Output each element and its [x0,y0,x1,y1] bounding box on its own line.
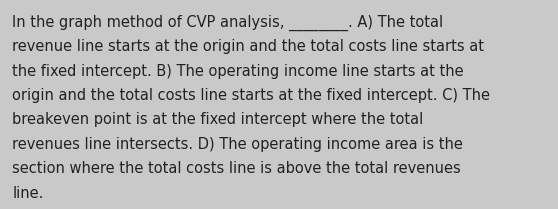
Text: section where the total costs line is above the total revenues: section where the total costs line is ab… [12,161,461,176]
Text: origin and the total costs line starts at the fixed intercept. C) The: origin and the total costs line starts a… [12,88,490,103]
Text: revenue line starts at the origin and the total costs line starts at: revenue line starts at the origin and th… [12,39,484,54]
Text: revenues line intersects. D) The operating income area is the: revenues line intersects. D) The operati… [12,137,463,152]
Text: breakeven point is at the fixed intercept where the total: breakeven point is at the fixed intercep… [12,112,424,127]
Text: line.: line. [12,186,44,201]
Text: the fixed intercept. B) The operating income line starts at the: the fixed intercept. B) The operating in… [12,64,464,79]
Text: In the graph method of CVP analysis, ________. A) The total: In the graph method of CVP analysis, ___… [12,15,444,31]
